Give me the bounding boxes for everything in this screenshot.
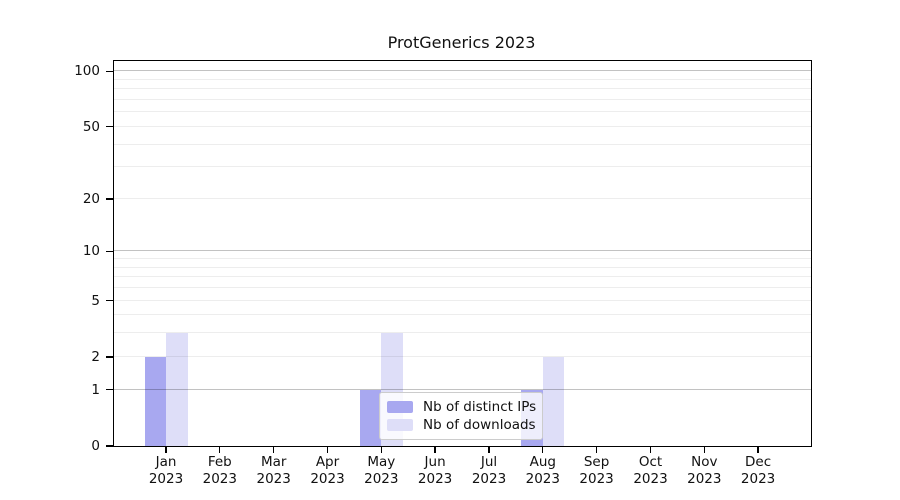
x-tick-dec-2023 — [757, 446, 759, 453]
x-tick-label-may-2023: May 2023 — [353, 454, 409, 488]
y-tick-label-1: 1 — [91, 381, 100, 398]
x-tick-year-oct-2023: 2023 — [633, 471, 668, 487]
legend-label-distinct-ips: Nb of distinct IPs — [423, 399, 537, 415]
gridline-4 — [114, 314, 811, 316]
x-tick-label-jun-2023: Jun 2023 — [407, 454, 463, 488]
x-tick-month-feb: Feb — [207, 454, 232, 470]
y-tick-0 — [105, 445, 113, 447]
x-tick-oct-2023 — [649, 446, 652, 453]
gridline-5 — [114, 299, 811, 301]
x-tick-label-dec-2023: Dec 2023 — [730, 454, 786, 488]
x-tick-year-apr-2023: 2023 — [310, 471, 345, 487]
x-tick-year-jun-2023: 2023 — [417, 471, 453, 487]
x-tick-sep-2023 — [595, 446, 598, 453]
x-tick-apr-2023 — [326, 446, 329, 453]
legend: Nb of distinct IPs Nb of downloads — [379, 392, 543, 440]
gridline-3 — [114, 332, 811, 334]
chart-title: ProtGenerics 2023 — [387, 33, 536, 52]
y-tick-label-100: 100 — [74, 63, 100, 80]
x-tick-year-may-2023: 2023 — [364, 471, 399, 487]
x-tick-label-aug-2023: Aug 2023 — [515, 454, 571, 488]
gridline-6 — [114, 287, 811, 288]
x-tick-year-sep-2023: 2023 — [579, 471, 614, 487]
gridline-40 — [114, 143, 811, 145]
x-tick-label-nov-2023: Nov 2023 — [676, 454, 732, 488]
x-tick-label-oct-2023: Oct 2023 — [623, 454, 679, 488]
y-tick-label-2: 2 — [91, 348, 100, 365]
x-tick-jul-2023 — [488, 446, 490, 453]
gridline-50 — [114, 125, 811, 127]
x-tick-month-jun: Jun — [424, 454, 446, 470]
axis-layer: 0 1 2 5 10 20 50 100 Jan 2023 Feb 2023 Mar 2023 Apr 202… — [74, 61, 811, 487]
plot-area: 0 1 2 5 10 20 50 100 Jan 2023 Feb 2023 Mar 2023 Apr 202… — [74, 60, 812, 487]
x-tick-jun-2023 — [434, 446, 436, 453]
gridline-9 — [114, 258, 811, 259]
legend-item-distinct-ips: Nb of distinct IPs — [387, 398, 537, 416]
x-tick-feb-2023 — [219, 446, 221, 453]
gridline-90 — [114, 78, 811, 80]
x-tick-year-jul-2023: 2023 — [471, 471, 507, 487]
x-tick-year-dec-2023: 2023 — [740, 471, 776, 487]
x-tick-year-mar-2023: 2023 — [256, 471, 291, 487]
bar-nb-of-distinct-ips-jan-2023 — [144, 356, 166, 446]
legend-swatch-downloads-icon — [387, 419, 413, 431]
gridline-1 — [114, 388, 811, 390]
gridline-80 — [114, 88, 811, 90]
grid-layer — [114, 61, 811, 446]
bar-nb-of-distinct-ips-may-2023 — [359, 389, 382, 446]
gridline-70 — [114, 98, 811, 100]
x-tick-month-nov: Nov — [691, 454, 718, 470]
y-tick-label-20: 20 — [82, 190, 100, 207]
gridline-100 — [114, 70, 811, 72]
x-tick-may-2023 — [380, 446, 382, 453]
x-tick-label-jul-2023: Jul 2023 — [461, 454, 517, 488]
x-tick-month-sep: Sep — [583, 454, 610, 470]
y-tick-2 — [105, 356, 113, 358]
x-tick-month-mar: Mar — [260, 454, 287, 470]
x-tick-aug-2023 — [542, 446, 544, 453]
y-tick-label-10: 10 — [82, 243, 100, 260]
x-tick-month-oct: Oct — [638, 454, 663, 470]
gridline-2 — [114, 355, 811, 357]
x-tick-year-jan-2023: 2023 — [148, 471, 184, 487]
y-tick-label-5: 5 — [91, 292, 100, 309]
gridline-10 — [114, 250, 811, 252]
gridline-20 — [114, 197, 811, 199]
x-tick-month-dec: Dec — [745, 454, 772, 470]
x-tick-nov-2023 — [703, 446, 705, 453]
x-tick-month-aug: Aug — [529, 454, 556, 470]
legend-label-downloads: Nb of downloads — [423, 417, 536, 433]
gridline-60 — [114, 111, 811, 113]
x-tick-month-jul: Jul — [480, 454, 498, 470]
y-tick-label-50: 50 — [82, 118, 100, 135]
y-tick-20 — [105, 198, 113, 200]
x-tick-month-apr: Apr — [315, 454, 340, 470]
y-tick-1 — [105, 389, 113, 391]
x-tick-label-feb-2023: Feb 2023 — [192, 454, 248, 488]
y-tick-5 — [105, 299, 113, 302]
x-tick-year-nov-2023: 2023 — [687, 471, 722, 487]
y-tick-10 — [105, 250, 113, 252]
gridline-30 — [114, 166, 811, 168]
gridline-8 — [114, 266, 811, 268]
bar-nb-of-downloads-aug-2023 — [542, 356, 565, 446]
x-tick-month-may: May — [367, 454, 396, 470]
x-tick-year-aug-2023: 2023 — [525, 471, 560, 487]
bar-nb-of-downloads-jan-2023 — [166, 333, 188, 446]
x-tick-year-feb-2023: 2023 — [202, 471, 237, 487]
x-tick-label-sep-2023: Sep 2023 — [569, 454, 625, 488]
x-tick-label-mar-2023: Mar 2023 — [246, 454, 302, 488]
x-tick-label-jan-2023: Jan 2023 — [138, 454, 194, 488]
x-tick-mar-2023 — [273, 446, 275, 453]
x-tick-month-jan: Jan — [155, 454, 177, 470]
gridline-7 — [114, 276, 811, 278]
y-tick-50 — [105, 126, 113, 128]
legend-swatch-distinct-ips-icon — [387, 401, 413, 413]
y-tick-100 — [105, 70, 113, 72]
x-tick-label-apr-2023: Apr 2023 — [300, 454, 356, 488]
legend-item-downloads: Nb of downloads — [387, 416, 536, 434]
y-tick-label-0: 0 — [91, 438, 100, 454]
x-tick-jan-2023 — [165, 446, 167, 453]
